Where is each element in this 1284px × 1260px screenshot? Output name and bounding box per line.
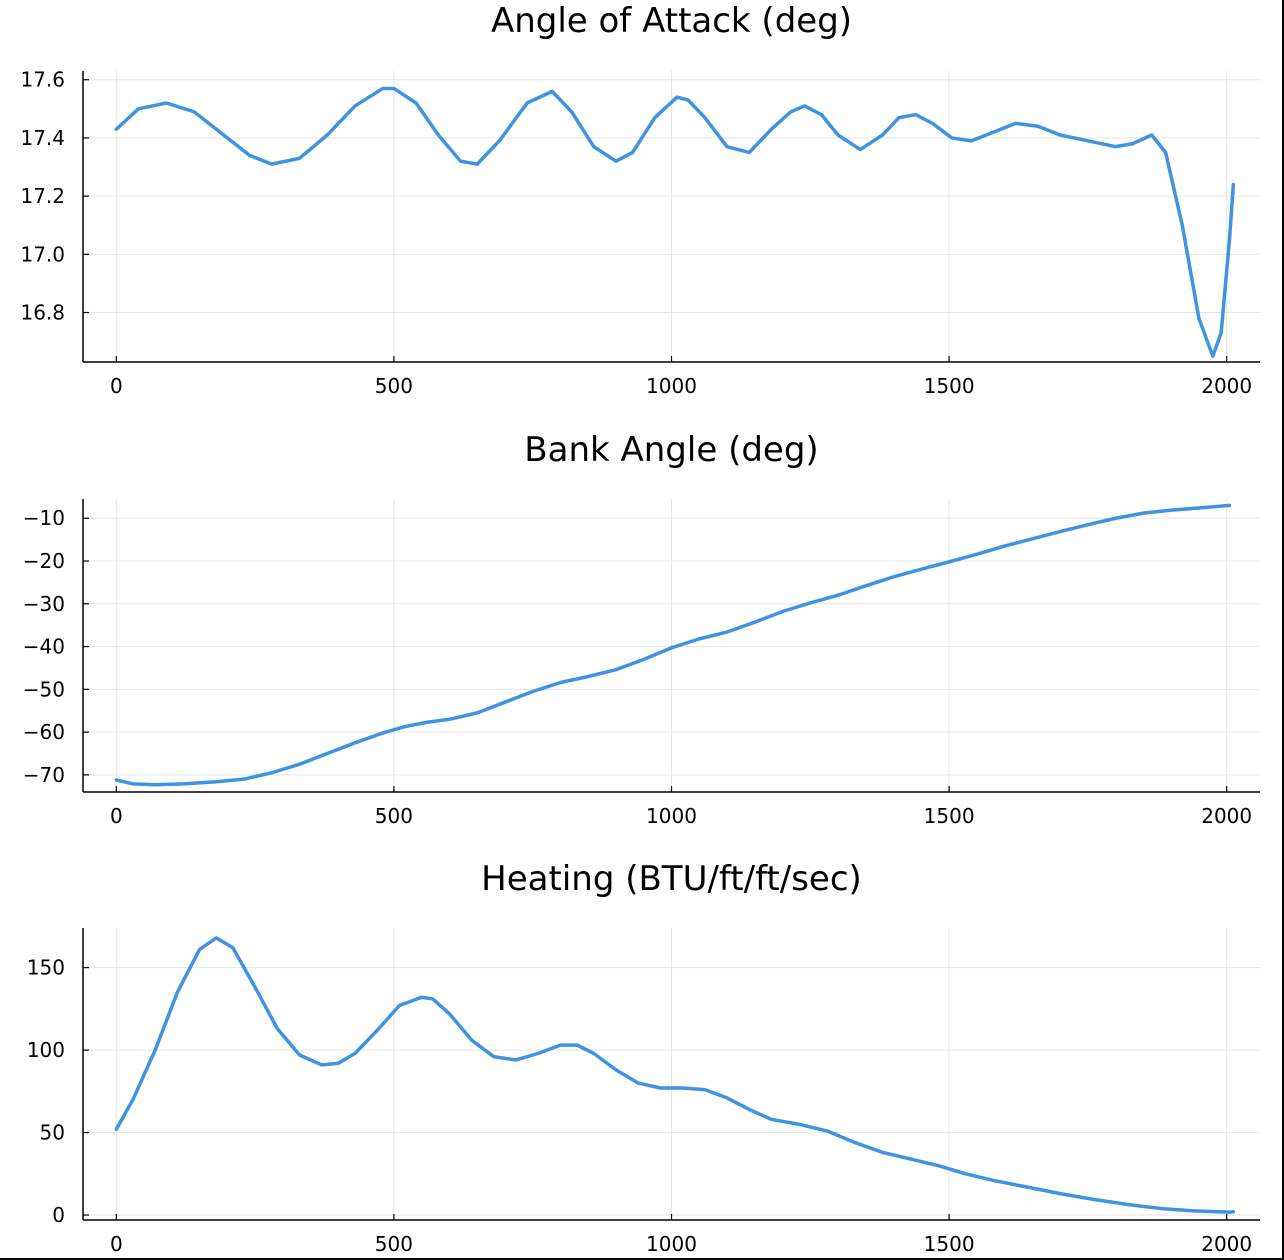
heating-y-tick-label: 50 — [40, 1121, 65, 1145]
angle-of-attack-y-tick-label: 16.8 — [20, 301, 65, 325]
heating-x-tick-label: 2000 — [1201, 1232, 1252, 1256]
heating-y-tick-label: 100 — [27, 1038, 65, 1062]
angle-of-attack-y-tick-label: 17.4 — [20, 126, 65, 150]
bank-angle-x-tick-label: 1000 — [646, 804, 697, 828]
heating-subplot: 0 500 1000 1500 2000 0 50 100 150 Heating (BTU/ft… — [27, 859, 1260, 1256]
angle-of-attack-x-tick-label: 1500 — [924, 374, 975, 398]
angle-of-attack-y-tick-label: 17.2 — [20, 184, 65, 208]
bank-angle-y-tick-label: −60 — [23, 720, 65, 744]
heating-series-line — [114, 936, 1236, 1214]
figure-bottom-edge — [0, 1258, 1284, 1260]
bank-angle-x-tick-label: 0 — [110, 804, 123, 828]
angle-of-attack-y-tick-label: 17.0 — [20, 242, 65, 266]
heating-y-tick-label: 150 — [27, 956, 65, 980]
angle-of-attack-x-tick-label: 500 — [375, 374, 413, 398]
bank-angle-x-tick-label: 500 — [375, 804, 413, 828]
bank-angle-title: Bank Angle (deg) — [524, 430, 818, 470]
bank-angle-y-tick-label: −30 — [23, 592, 65, 616]
angle-of-attack-y-tick-label: 17.6 — [20, 68, 65, 92]
bank-angle-y-tick-label: −70 — [23, 763, 65, 787]
figure-right-edge — [1282, 0, 1284, 1260]
angle-of-attack-title: Angle of Attack (deg) — [491, 1, 852, 41]
heating-y-tick-label: 0 — [52, 1203, 65, 1227]
bank-angle-subplot: 0 500 1000 1500 2000 −70 −60 −50 −40 −30 −20 −10 Ban… — [23, 430, 1260, 828]
angle-of-attack-x-tick-label: 2000 — [1201, 374, 1252, 398]
bank-angle-y-tick-label: −10 — [23, 506, 65, 530]
bank-angle-series-line — [114, 503, 1232, 787]
heating-x-tick-label: 500 — [375, 1232, 413, 1256]
heating-title: Heating (BTU/ft/ft/sec) — [481, 859, 862, 899]
angle-of-attack-x-tick-label: 0 — [110, 374, 123, 398]
bank-angle-x-tick-label: 1500 — [924, 804, 975, 828]
heating-x-tick-label: 1000 — [646, 1232, 697, 1256]
bank-angle-y-tick-label: −50 — [23, 677, 65, 701]
angle-of-attack-subplot: 0 500 1000 1500 2000 16.8 17.0 17.2 17.4 17.6 Angl… — [20, 1, 1260, 398]
angle-of-attack-series-line — [114, 86, 1236, 358]
bank-angle-x-tick-label: 2000 — [1201, 804, 1252, 828]
bank-angle-y-tick-label: −20 — [23, 549, 65, 573]
bank-angle-y-tick-label: −40 — [23, 635, 65, 659]
heating-x-tick-label: 1500 — [924, 1232, 975, 1256]
angle-of-attack-x-tick-label: 1000 — [646, 374, 697, 398]
heating-x-tick-label: 0 — [110, 1232, 123, 1256]
